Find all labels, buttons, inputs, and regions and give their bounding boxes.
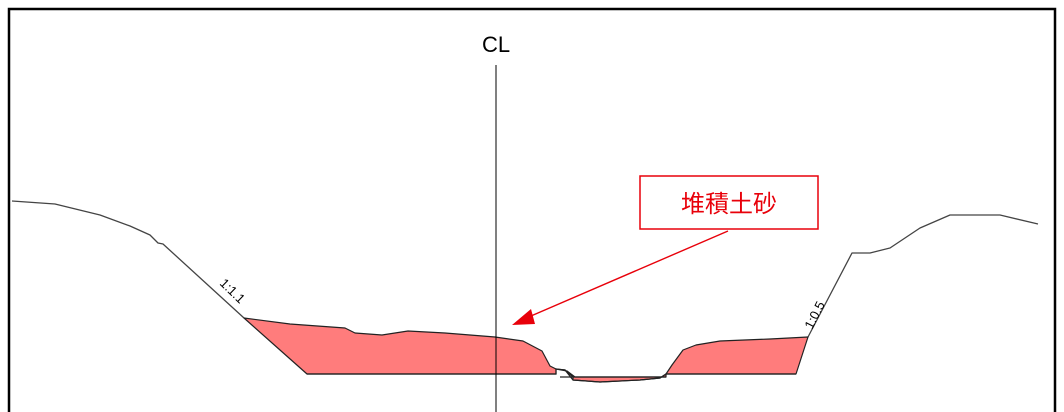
callout-box [639, 175, 819, 230]
left-slope-label: 1:1.1 [217, 275, 248, 306]
sediment-deposit-right [665, 336, 809, 375]
callout-arrowhead [512, 309, 535, 325]
sediment-deposit-left [243, 317, 557, 375]
right-slope-label: 1:0.5 [801, 299, 827, 332]
callout-arrow-line [523, 230, 729, 320]
centerline-label: CL [482, 32, 510, 57]
channel-bed [307, 368, 796, 383]
diagram-frame [7, 7, 1057, 412]
callout-label: 堆積土砂 [681, 190, 777, 218]
left-ground-line [11, 200, 245, 319]
right-ground-line [807, 214, 1039, 338]
